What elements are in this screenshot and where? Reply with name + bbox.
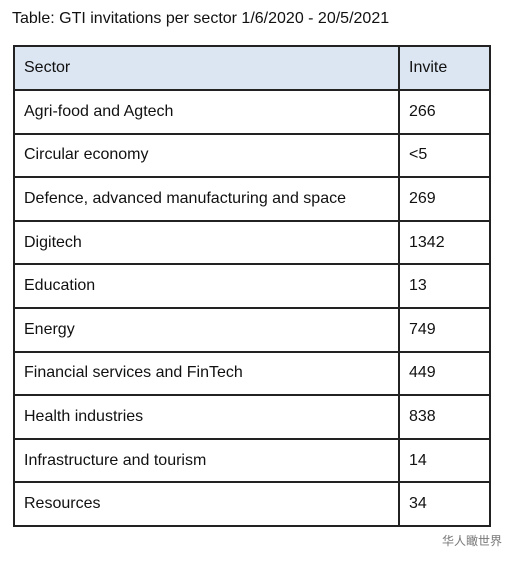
invite-cell: 749 — [398, 306, 491, 353]
header-cell: Sector — [13, 45, 400, 91]
table-title: Table: GTI invitations per sector 1/6/20… — [12, 10, 390, 27]
invite-cell: 266 — [398, 89, 491, 135]
table-row: Energy 749 — [13, 306, 491, 353]
invite-cell: 13 — [398, 263, 491, 309]
sector-cell: Infrastructure and tourism — [13, 437, 400, 484]
table: Sector Invite Agri-food and Agtech 266 Cir… — [13, 45, 491, 527]
invite-cell: 34 — [398, 481, 491, 527]
watermark: 华人瞰世界 — [441, 534, 502, 548]
table-row: Financial services and FinTech 449 — [13, 350, 491, 397]
invite-cell: 449 — [398, 350, 491, 397]
sector-cell: Education — [13, 263, 400, 309]
table-row: Resources 34 — [13, 481, 491, 527]
sector-cell: Agri-food and Agtech — [13, 89, 400, 135]
sector-cell: Circular economy — [13, 132, 400, 179]
invite-cell: 269 — [398, 176, 491, 222]
table-row: Agri-food and Agtech 266 — [13, 89, 491, 135]
table-body: Agri-food and Agtech 266 Circular economy <… — [13, 89, 491, 527]
invite-cell: <5 — [398, 132, 491, 179]
table-row: Defence, advanced manufacturing and spac… — [13, 176, 491, 222]
table-row: Digitech 1342 — [13, 219, 491, 266]
invite-cell: 1342 — [398, 219, 491, 266]
sector-cell: Defence, advanced manufacturing and spac… — [13, 176, 400, 222]
invite-cell: 14 — [398, 437, 491, 484]
invite-cell: 838 — [398, 394, 491, 440]
header-cell: Invite — [398, 45, 491, 91]
sector-cell: Energy — [13, 306, 400, 353]
header-row: Sector Invite — [13, 45, 491, 91]
sector-cell: Health industries — [13, 394, 400, 440]
table-row: Health industries 838 — [13, 394, 491, 440]
table-row: Circular economy <5 — [13, 132, 491, 179]
table-row: Education 13 — [13, 263, 491, 309]
sector-cell: Digitech — [13, 219, 400, 266]
table-row: Infrastructure and tourism 14 — [13, 437, 491, 484]
sector-cell: Resources — [13, 481, 400, 527]
sector-cell: Financial services and FinTech — [13, 350, 400, 397]
